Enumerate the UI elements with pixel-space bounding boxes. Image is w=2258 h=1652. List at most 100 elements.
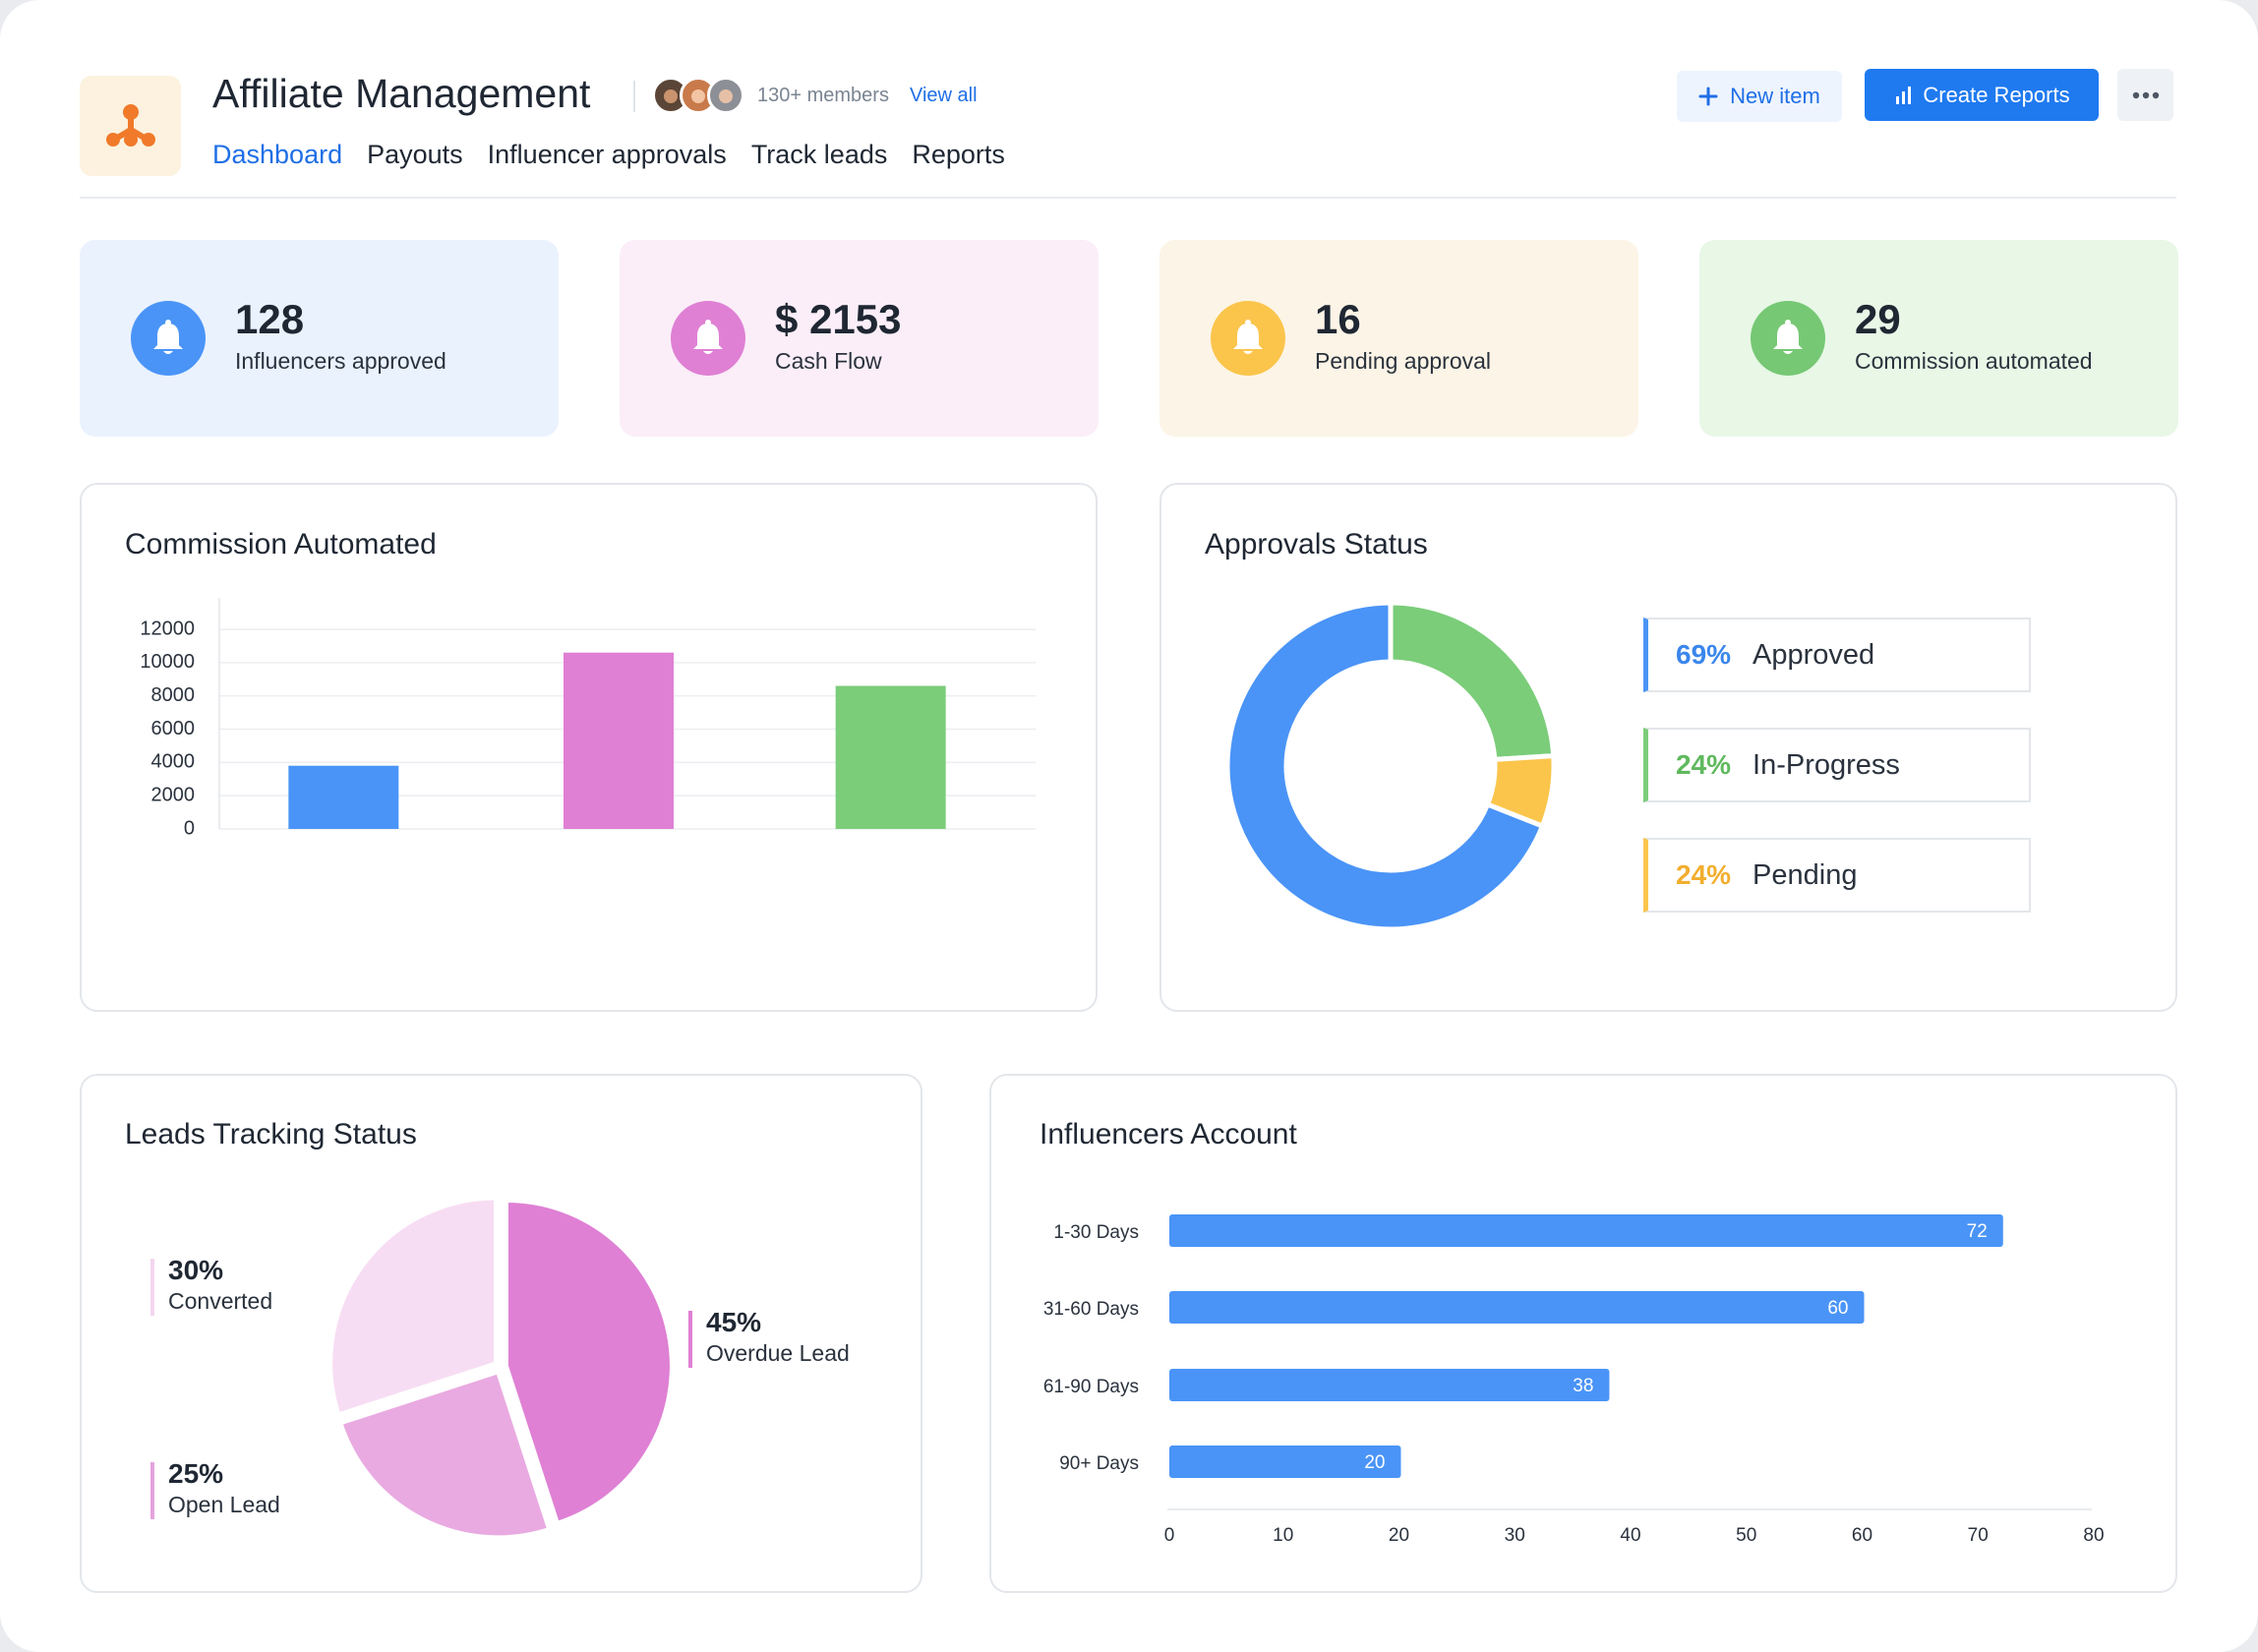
y-tick-label: 8000	[151, 684, 196, 706]
member-avatars[interactable]	[652, 77, 744, 114]
panel-title: Influencers Account	[1040, 1118, 1297, 1150]
bar	[1169, 1369, 1610, 1401]
title-divider	[633, 81, 635, 112]
pie-label-converted: 30% Converted	[150, 1255, 272, 1316]
more-horizontal-icon	[2132, 91, 2159, 98]
pie-label: Overdue Lead	[706, 1340, 850, 1366]
affiliate-network-icon	[105, 104, 155, 147]
stat-value: 29	[1855, 296, 1901, 342]
new-item-label: New item	[1730, 84, 1820, 108]
legend-percent: 69%	[1676, 639, 1732, 670]
create-reports-label: Create Reports	[1923, 82, 2070, 107]
avatar	[707, 77, 744, 114]
bar-chart-icon	[1896, 86, 1912, 104]
bar	[835, 685, 946, 829]
x-tick-label: 10	[1273, 1525, 1293, 1546]
bell-glyph	[1773, 320, 1803, 354]
bar-value-label: 20	[1364, 1452, 1385, 1473]
legend-label: In-Progress	[1753, 748, 1900, 781]
panel-title: Commission Automated	[125, 528, 437, 560]
stat-card-influencers-approved[interactable]: 128 Influencers approved	[80, 240, 559, 437]
stat-card-pending-approval[interactable]: 16 Pending approval	[1159, 240, 1638, 437]
category-label: 61-90 Days	[1043, 1377, 1139, 1397]
tab-dashboard[interactable]: Dashboard	[212, 140, 343, 169]
bar	[1169, 1446, 1401, 1478]
bell-glyph	[693, 320, 723, 354]
x-tick-label: 50	[1736, 1525, 1756, 1546]
y-tick-label: 2000	[151, 784, 196, 805]
stat-value: 16	[1315, 296, 1361, 342]
header-divider	[80, 197, 2176, 199]
stat-label: Pending approval	[1315, 348, 1492, 374]
create-reports-button[interactable]: Create Reports	[1865, 69, 2099, 121]
pie-percent: 45%	[706, 1307, 762, 1337]
pie-percent: 25%	[168, 1458, 224, 1489]
bar	[564, 652, 674, 829]
legend-marker	[150, 1462, 154, 1519]
stat-card-commission-automated[interactable]: 29 Commission automated	[1699, 240, 2178, 437]
y-tick-label: 12000	[140, 618, 195, 639]
legend-pending: 24% Pending	[1643, 838, 2031, 913]
page-title: Affiliate Management	[212, 71, 591, 116]
bar	[288, 765, 399, 829]
tab-reports[interactable]: Reports	[912, 140, 1005, 169]
legend-percent: 24%	[1676, 859, 1732, 890]
donut-segment	[1224, 600, 1545, 932]
pie-label-overdue-lead: 45% Overdue Lead	[688, 1307, 850, 1368]
x-tick-label: 20	[1389, 1525, 1409, 1546]
commission-bar-chart: 12000 10000 8000 6000 4000 2000 0	[140, 598, 1036, 839]
y-tick-label: 10000	[140, 651, 195, 673]
legend-approved: 69% Approved	[1643, 618, 2031, 692]
pie-label-open-lead: 25% Open Lead	[150, 1458, 280, 1519]
bell-icon	[1751, 301, 1825, 376]
pie-label: Open Lead	[168, 1492, 280, 1517]
more-options-button[interactable]	[2117, 69, 2173, 121]
tab-payouts[interactable]: Payouts	[367, 140, 463, 169]
stat-card-cash-flow[interactable]: $ 2153 Cash Flow	[620, 240, 1099, 437]
bar	[1169, 1214, 2003, 1247]
avatar	[652, 77, 689, 114]
app-logo	[80, 76, 181, 176]
bell-glyph	[153, 320, 183, 354]
commission-automated-panel: Commission Automated 12000 10000 8000 6000 4…	[80, 483, 1098, 1012]
legend-marker	[688, 1311, 692, 1368]
y-tick-label: 0	[184, 817, 195, 839]
approvals-donut-chart	[1224, 600, 1557, 932]
stat-label: Cash Flow	[775, 348, 882, 374]
bar-value-label: 72	[1967, 1221, 1988, 1242]
x-tick-label: 40	[1620, 1525, 1640, 1546]
legend-marker	[150, 1259, 154, 1316]
stat-value: 128	[235, 296, 305, 342]
legend-in-progress: 24% In-Progress	[1643, 728, 2031, 802]
plus-icon	[1698, 87, 1718, 106]
x-tick-label: 60	[1852, 1525, 1872, 1546]
stat-label: Influencers approved	[235, 348, 446, 374]
x-tick-label: 30	[1505, 1525, 1525, 1546]
x-tick-label: 70	[1968, 1525, 1989, 1546]
bell-glyph	[1233, 320, 1263, 354]
pie-slice	[504, 1199, 674, 1526]
legend-label: Approved	[1753, 638, 1875, 671]
view-all-link[interactable]: View all	[910, 85, 978, 106]
members-count: 130+ members	[757, 85, 889, 106]
tab-track-leads[interactable]: Track leads	[750, 140, 888, 169]
pie-slice	[328, 1196, 499, 1417]
new-item-button[interactable]: New item	[1677, 71, 1842, 122]
pie-percent: 30%	[168, 1255, 224, 1285]
y-tick-label: 4000	[151, 751, 196, 773]
bell-icon	[671, 301, 745, 376]
bar-value-label: 60	[1827, 1298, 1848, 1319]
influencers-bar-chart: 1-30 Days 72 31-60 Days 60 61-90 Days 38 90+ D…	[1043, 1214, 2105, 1546]
panel-title: Leads Tracking Status	[125, 1118, 417, 1150]
bar	[1169, 1291, 1865, 1324]
bell-icon	[1211, 301, 1285, 376]
legend-percent: 24%	[1676, 749, 1732, 780]
category-label: 1-30 Days	[1053, 1222, 1139, 1243]
leads-pie-chart	[328, 1196, 674, 1540]
category-label: 31-60 Days	[1043, 1299, 1139, 1320]
stat-label: Commission automated	[1855, 348, 2093, 374]
main-nav: Dashboard Payouts Influencer approvals T…	[212, 140, 1005, 170]
tab-influencer-approvals[interactable]: Influencer approvals	[487, 140, 727, 169]
pie-slice	[337, 1369, 552, 1540]
